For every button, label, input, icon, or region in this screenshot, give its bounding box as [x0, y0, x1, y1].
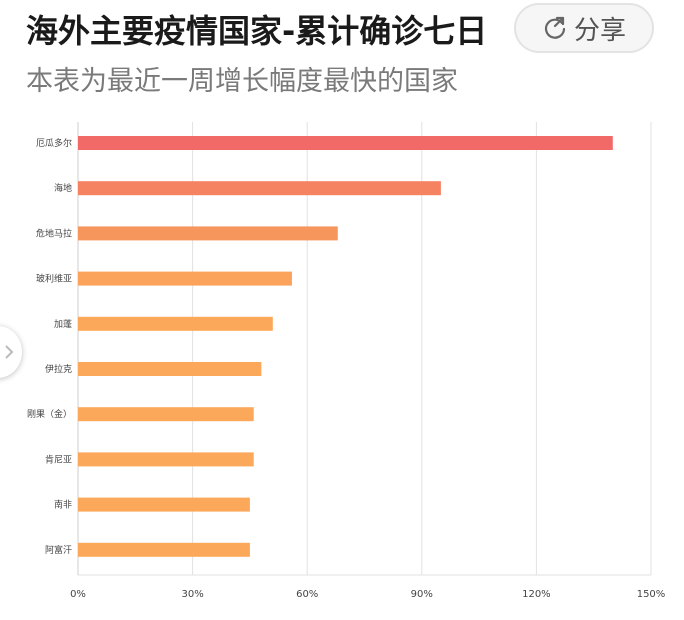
category-label: 危地马拉 [36, 227, 72, 239]
category-label: 玻利维亚 [36, 273, 72, 285]
bar [78, 452, 254, 467]
bar [78, 407, 254, 422]
bar [78, 362, 262, 376]
share-icon [544, 16, 566, 39]
x-tick-label: 150% [637, 589, 666, 600]
bar [78, 226, 338, 241]
category-label: 南非 [54, 499, 72, 511]
x-tick-label: 30% [181, 589, 203, 600]
category-label: 阿富汗 [45, 544, 72, 556]
chart-title: 海外主要疫情国家-累计确诊七日 [26, 12, 488, 50]
category-label: 伊拉克 [45, 363, 72, 375]
chart-subtitle: 本表为最近一周增长幅度最快的国家 [26, 66, 458, 97]
share-button[interactable]: 分享 [514, 3, 654, 53]
bar [78, 497, 250, 512]
x-tick-label: 120% [522, 589, 551, 600]
x-tick-label: 0% [70, 589, 86, 600]
chevron-right-icon [5, 345, 14, 359]
side-handle[interactable] [0, 326, 22, 378]
category-label: 厄瓜多尔 [36, 137, 72, 149]
category-label: 加蓬 [54, 318, 72, 330]
bar [78, 316, 273, 331]
x-tick-label: 90% [411, 589, 433, 600]
bar [78, 271, 292, 286]
bar [78, 542, 250, 557]
category-label: 刚果（金） [27, 408, 72, 420]
bar [78, 181, 441, 196]
category-label: 海地 [54, 182, 72, 194]
x-tick-label: 60% [296, 589, 318, 600]
category-label: 肯尼亚 [45, 453, 72, 465]
share-label: 分享 [573, 15, 626, 46]
bar [78, 136, 613, 150]
